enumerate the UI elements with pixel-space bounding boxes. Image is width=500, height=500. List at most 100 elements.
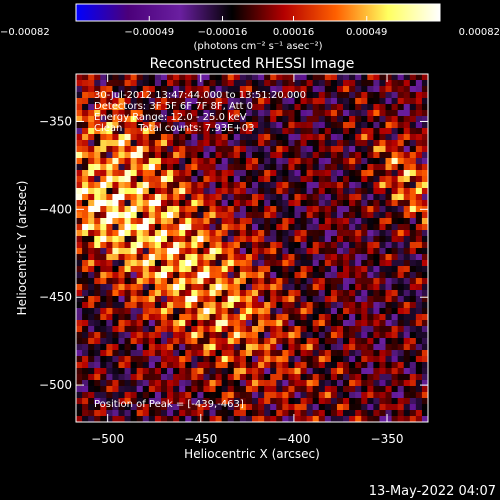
heatmap-cell (154, 320, 162, 327)
heatmap-cell (142, 326, 150, 333)
heatmap-cell (403, 218, 411, 225)
heatmap-cell (349, 410, 356, 417)
heatmap-cell (82, 212, 89, 219)
heatmap-cell (160, 374, 168, 381)
heatmap-cell (118, 296, 126, 303)
heatmap-cell (330, 200, 338, 207)
heatmap-cell (82, 404, 89, 411)
heatmap-cell (318, 320, 326, 327)
heatmap-cell (142, 296, 150, 303)
heatmap-cell (409, 260, 417, 267)
heatmap-cell (343, 260, 350, 267)
heatmap-cell (160, 344, 168, 351)
heatmap-cell (397, 380, 405, 387)
heatmap-cell (330, 332, 338, 339)
heatmap-cell (88, 236, 95, 243)
heatmap-cell (270, 386, 277, 393)
heatmap-cell (124, 392, 132, 399)
heatmap-cell (258, 356, 265, 363)
heatmap-cell (264, 110, 271, 117)
heatmap-cell (227, 278, 235, 285)
heatmap-cell (154, 230, 162, 237)
heatmap-cell (294, 188, 302, 195)
heatmap-cell (312, 296, 320, 303)
heatmap-cell (167, 374, 174, 381)
heatmap-cell (330, 254, 338, 261)
heatmap-cell (355, 170, 362, 177)
heatmap-cell (100, 308, 107, 315)
heatmap-cell (385, 410, 393, 417)
heatmap-cell (276, 332, 283, 339)
footer-timestamp: 13-May-2022 04:07 (369, 484, 496, 499)
heatmap-cell (142, 374, 150, 381)
heatmap-cell (367, 164, 374, 171)
heatmap-cell (379, 158, 387, 165)
heatmap-cell (306, 368, 314, 375)
heatmap-cell (221, 176, 229, 183)
heatmap-cell (88, 260, 95, 267)
heatmap-cell (245, 236, 253, 243)
heatmap-cell (282, 140, 290, 147)
heatmap-cell (336, 188, 344, 195)
heatmap-cell (179, 398, 186, 405)
heatmap-cell (361, 140, 368, 147)
heatmap-cell (203, 260, 211, 267)
heatmap-cell (367, 134, 374, 141)
heatmap-cell (306, 392, 314, 399)
heatmap-cell (179, 320, 186, 327)
heatmap-cell (361, 224, 368, 231)
heatmap-cell (160, 182, 168, 189)
heatmap-cell (336, 134, 344, 141)
heatmap-cell (88, 332, 95, 339)
heatmap-cell (367, 170, 374, 177)
heatmap-cell (209, 92, 217, 99)
y-tick-label-2: −450 (39, 290, 72, 304)
heatmap-cell (324, 410, 332, 417)
heatmap-cell (154, 80, 162, 87)
heatmap-cell (142, 284, 150, 291)
heatmap-cell (197, 206, 205, 213)
heatmap-cell (343, 122, 350, 129)
heatmap-cell (197, 212, 205, 219)
heatmap-cell (233, 314, 241, 321)
heatmap-cell (245, 158, 253, 165)
heatmap-cell (124, 266, 132, 273)
heatmap-cell (154, 254, 162, 261)
heatmap-cell (306, 404, 314, 411)
heatmap-cell (124, 86, 132, 93)
heatmap-cell (124, 308, 132, 315)
heatmap-cell (403, 320, 411, 327)
heatmap-cell (88, 206, 95, 213)
heatmap-cell (409, 314, 417, 321)
heatmap-cell (233, 206, 241, 213)
heatmap-cell (403, 404, 411, 411)
heatmap-cell (385, 350, 393, 357)
heatmap-cell (361, 152, 368, 159)
heatmap-cell (361, 296, 368, 303)
heatmap-cell (379, 344, 387, 351)
heatmap-cell (130, 80, 138, 87)
heatmap-cell (324, 176, 332, 183)
heatmap-cell (349, 236, 356, 243)
heatmap-cell (118, 80, 126, 87)
heatmap-cell (215, 386, 223, 393)
heatmap-cell (421, 374, 428, 381)
heatmap-cell (349, 290, 356, 297)
heatmap-cell (167, 386, 174, 393)
heatmap-cell (294, 290, 302, 297)
heatmap-cell (154, 386, 162, 393)
heatmap-cell (300, 224, 308, 231)
heatmap-cell (88, 116, 95, 123)
heatmap-cell (106, 410, 114, 417)
heatmap-cell (306, 416, 314, 422)
heatmap-cell (397, 326, 405, 333)
heatmap-cell (391, 188, 399, 195)
heatmap-cell (179, 152, 186, 159)
heatmap-cell (409, 158, 417, 165)
heatmap-cell (173, 116, 180, 123)
heatmap-cell (227, 200, 235, 207)
heatmap-cell (173, 146, 180, 153)
heatmap-cell (160, 284, 168, 291)
heatmap-cell (88, 164, 95, 171)
heatmap-cell (373, 218, 381, 225)
